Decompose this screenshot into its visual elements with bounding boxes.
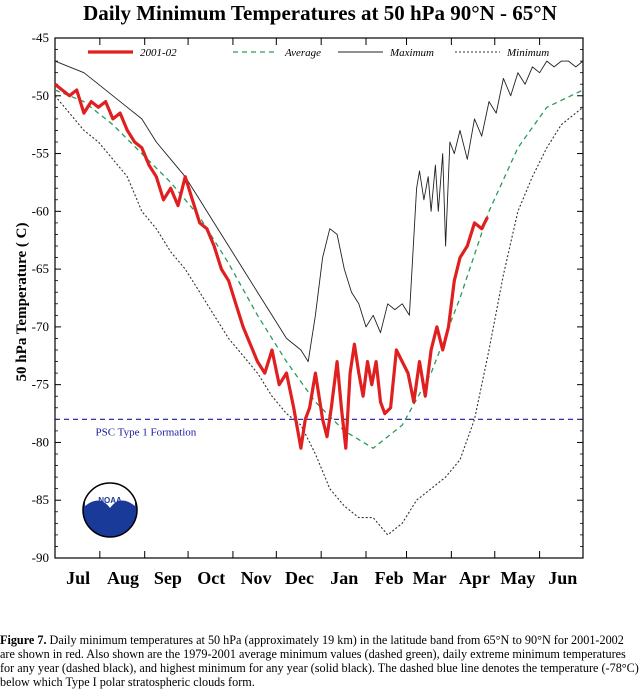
x-tick-label: Feb — [375, 568, 404, 588]
plot-frame — [54, 37, 584, 559]
noaa-logo: NOAA — [82, 482, 138, 538]
series-line-maximum — [54, 60, 584, 363]
x-tick-label: Sep — [154, 568, 182, 588]
y-tick-label: -50 — [32, 88, 49, 103]
x-tick-label: Dec — [285, 568, 314, 588]
temperature-chart: Daily Minimum Temperatures at 50 hPa 90°… — [14, 1, 584, 588]
legend-label-0: 2001-02 — [140, 47, 177, 59]
y-tick-label: -75 — [32, 377, 49, 392]
x-tick-label: Jun — [548, 568, 577, 588]
psc-reference: PSC Type 1 Formation — [55, 418, 583, 438]
legend-label-2: Maximum — [389, 47, 434, 59]
noaa-logo-gull-icon — [85, 483, 135, 508]
noaa-logo-text: NOAA — [98, 496, 122, 505]
x-tick-label: Jul — [66, 568, 90, 588]
x-tick-label: Oct — [197, 568, 225, 588]
y-tick-label: -65 — [32, 261, 49, 276]
y-axis-label: 50 hPa Temperature ( C) — [14, 223, 30, 382]
y-tick-label: -85 — [32, 492, 49, 507]
series-line-average — [54, 89, 584, 449]
y-tick-label: -70 — [32, 319, 49, 334]
legend-label-1: Average — [284, 47, 321, 59]
chart-axes: -45 -50 -55 -60 -65 -70 -75 -80 -85 -90 Jul Aug Sep O… — [32, 30, 584, 588]
series-line-minimum — [54, 95, 584, 536]
psc-reference-label: PSC Type 1 Formation — [96, 426, 197, 438]
noaa-logo-ring — [82, 482, 138, 538]
series-layer — [53, 60, 584, 536]
y-tick-label: -80 — [32, 434, 49, 449]
series-line-2001-02 — [53, 82, 489, 450]
y-tick-label: -45 — [32, 30, 49, 45]
x-tick-label: Apr — [459, 568, 490, 588]
y-tick-label: -60 — [32, 203, 49, 218]
x-tick-label: Mar — [413, 568, 447, 588]
x-tick-label: Aug — [107, 568, 139, 588]
figure-caption: Figure 7. Daily minimum temperatures at … — [0, 633, 640, 689]
chart-legend: 2001-02 Average Maximum Minimum — [88, 47, 549, 59]
y-tick-label: -90 — [32, 550, 49, 565]
legend-label-3: Minimum — [506, 47, 549, 59]
x-tick-label: Jan — [330, 568, 358, 588]
caption-label: Figure 7. — [0, 633, 47, 647]
x-tick-label: Nov — [241, 568, 272, 588]
y-tick-label: -55 — [32, 146, 49, 161]
caption-text: Daily minimum temperatures at 50 hPa (ap… — [0, 633, 639, 689]
chart-title: Daily Minimum Temperatures at 50 hPa 90°… — [83, 1, 557, 25]
x-tick-label: May — [500, 568, 535, 588]
